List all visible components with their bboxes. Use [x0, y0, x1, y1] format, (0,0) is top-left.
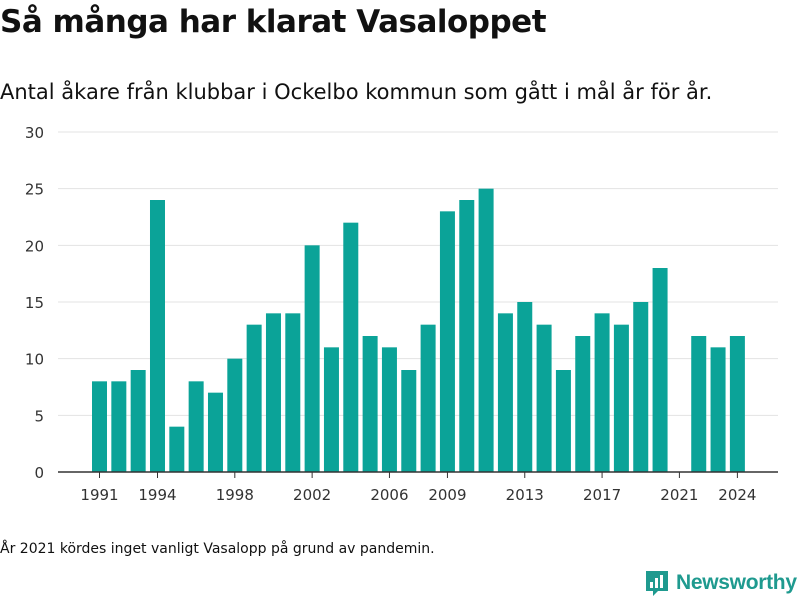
y-tick-label: 5 [34, 407, 44, 425]
bar-1996 [188, 381, 204, 472]
bar-2008 [420, 324, 436, 472]
bar-2005 [362, 336, 378, 472]
bar-1997 [207, 392, 223, 472]
x-tick-label: 2024 [718, 486, 756, 504]
bar-1992 [111, 381, 127, 472]
bar-2006 [381, 347, 397, 472]
brand-name: Newsworthy [676, 571, 797, 594]
x-tick-label: 2013 [506, 486, 544, 504]
bar-2000 [265, 313, 281, 472]
gridlines [58, 131, 778, 416]
bar-1991 [92, 381, 107, 472]
y-tick-label: 25 [25, 181, 44, 199]
x-axis-ticks: 1991 1994 1998 2002 2006 2009 2013 2017 2021 2024 [80, 472, 756, 504]
bar-2018 [613, 324, 629, 472]
bar-2009 [439, 211, 455, 473]
bar-2014 [536, 324, 552, 472]
bar-1999 [246, 324, 262, 472]
brand-logo[interactable]: Newsworthy [644, 569, 797, 597]
bar-2019 [633, 302, 649, 472]
chart-title: Så många har klarat Vasaloppet [0, 4, 547, 40]
bar-2015 [555, 370, 571, 472]
bar-2022 [691, 336, 707, 472]
x-tick-label: 2009 [428, 486, 466, 504]
bar-2002 [304, 245, 320, 472]
bar-2023 [710, 347, 726, 472]
bar-1995 [169, 426, 185, 472]
bar-2024 [729, 336, 745, 472]
x-tick-label: 2021 [660, 486, 698, 504]
footnote: År 2021 kördes inget vanligt Vasalopp på… [0, 541, 435, 557]
bar-2003 [323, 347, 339, 472]
bar-2011 [478, 188, 494, 472]
y-tick-label: 15 [25, 294, 44, 312]
chart-subtitle: Antal åkare från klubbar i Ockelbo kommu… [0, 80, 713, 104]
bar-2013 [517, 302, 533, 472]
y-tick-label: 30 [25, 124, 44, 142]
newsworthy-logo-icon [646, 571, 668, 596]
y-tick-label: 20 [25, 237, 44, 255]
bars [92, 188, 745, 473]
x-tick-label: 2006 [370, 486, 408, 504]
bar-2012 [497, 313, 513, 472]
bar-1994 [149, 200, 165, 472]
bar-2020 [652, 268, 668, 472]
x-tick-label: 2017 [583, 486, 621, 504]
y-axis-ticks: 0 5 10 15 20 25 30 [25, 124, 44, 482]
y-tick-label: 0 [34, 464, 44, 482]
y-tick-label: 10 [25, 351, 44, 369]
bar-2017 [594, 313, 610, 472]
bar-1993 [130, 370, 146, 472]
bar-2007 [401, 370, 417, 472]
x-tick-label: 1991 [80, 486, 118, 504]
bar-2001 [285, 313, 301, 472]
bar-2004 [343, 222, 359, 472]
x-tick-label: 1998 [216, 486, 254, 504]
bar-1998 [227, 358, 243, 472]
x-tick-label: 1994 [138, 486, 176, 504]
bar-2010 [459, 200, 475, 472]
x-tick-label: 2002 [293, 486, 331, 504]
bar-2016 [575, 336, 591, 472]
bar-chart: 0 5 10 15 20 25 30 1991 1994 1998 2002 2006 2009 201… [25, 124, 778, 504]
